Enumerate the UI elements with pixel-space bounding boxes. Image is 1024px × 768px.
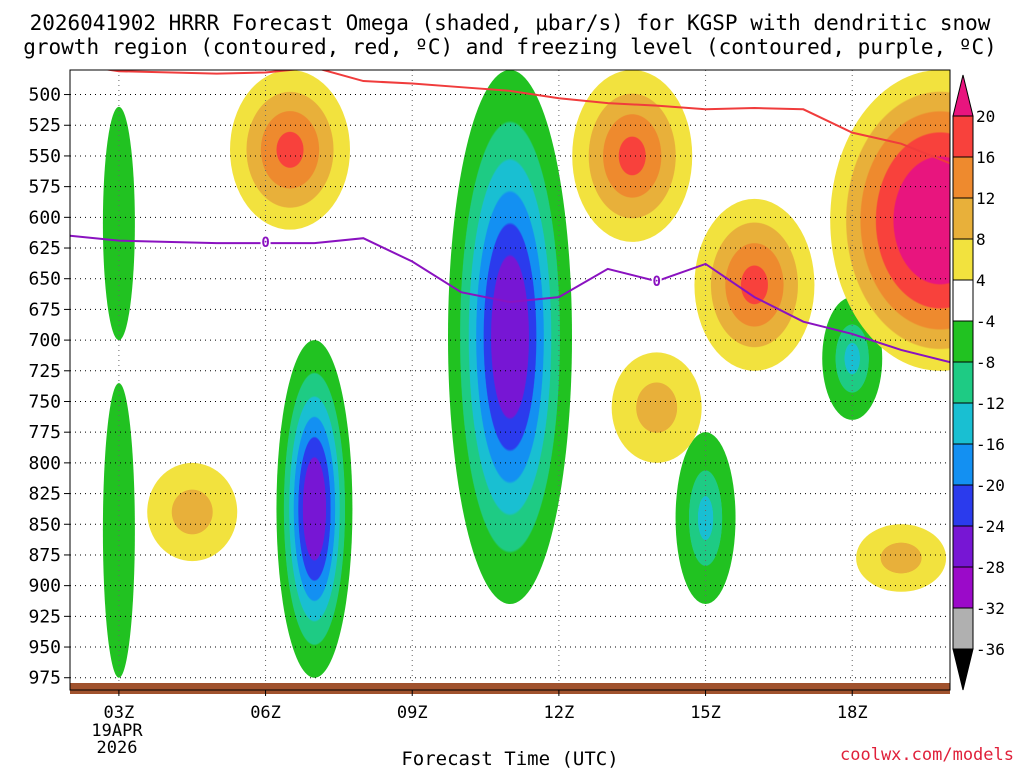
y-tick-label-525: 525 [28,115,61,136]
colorbar-segment-6 [952,320,974,363]
x-tick-label-03Z: 03Z [104,703,135,723]
y-tick-label-750: 750 [28,391,61,412]
y-tick-label-825: 825 [28,484,61,505]
y-tick-label-575: 575 [28,177,61,198]
x-tick-label-12Z: 12Z [544,703,575,723]
temperature-contours: 00 [70,70,950,364]
omega-sinking-core-20z [830,70,950,371]
colorbar-label-3: 8 [976,230,986,249]
chart-title-line-2: growth region (contoured, red, ºC) and f… [23,35,997,59]
x-tick-label-06Z: 06Z [250,703,281,723]
y-tick-label-975: 975 [28,668,61,689]
omega-upward-core-11z [448,70,572,605]
omega-upward-cell-15z [675,432,736,605]
colorbar-label-8: -16 [976,435,1005,454]
x-axis: 03Z 06Z 09Z 12Z 15Z 18Z [104,690,868,723]
y-tick-label-850: 850 [28,514,61,535]
colorbar-top-triangle [952,74,974,117]
colorbar-segment-11 [952,525,974,568]
y-tick-label-800: 800 [28,453,61,474]
colorbar-segment-13 [952,607,974,650]
colorbar-segment-4 [952,238,974,281]
omega-sinking-core-1330z [572,70,693,242]
y-tick-label-925: 925 [28,606,61,627]
y-tick-label-900: 900 [28,576,61,597]
colorbar-label-10: -24 [976,517,1005,536]
x-axis-label: Forecast Time (UTC) [401,748,618,768]
y-tick-label-675: 675 [28,299,61,320]
freezing-label-bg-1 [651,272,662,289]
colorbar-label-0: 20 [976,107,995,126]
y-axis: 500 525 550 575 600 625 650 675 700 725 750 775 800 8… [28,85,70,689]
x-tick-label-15Z: 15Z [690,703,721,723]
omega-sinking-cell-14z [611,352,702,463]
y-tick-label-950: 950 [28,637,61,658]
y-tick-label-550: 550 [28,146,61,167]
freezing-level-line [70,234,950,364]
colorbar-label-12: -32 [976,599,1005,618]
plot-area: 00 [69,69,951,694]
gridlines [70,70,950,690]
y-tick-label-650: 650 [28,269,61,290]
omega-sinking-cell-0430z [147,462,238,562]
omega-sinking-cell-19z [856,524,947,592]
chart-title-line-1: 2026041902 HRRR Forecast Omega (shaded, … [30,11,991,35]
colorbar-label-5: -4 [976,312,995,331]
terrain-bar [70,683,950,694]
y-tick-label-875: 875 [28,545,61,566]
freezing-label-1: 0 [652,274,660,290]
colorbar-label-1: 16 [976,148,995,167]
colorbar-segment-7 [952,361,974,404]
colorbar-label-2: 12 [976,189,995,208]
colorbar-label-4: 4 [976,271,986,290]
colorbar-label-11: -28 [976,558,1005,577]
colorbar-label-13: -36 [976,640,1005,659]
colorbar-segment-3 [952,197,974,240]
omega-shading [102,70,950,678]
colorbar-segment-2 [952,156,974,199]
colorbar-segment-10 [952,484,974,527]
freezing-label-0: 0 [261,235,269,251]
colorbar-label-7: -12 [976,394,1005,413]
colorbar-bottom-triangle [952,648,974,691]
y-tick-label-700: 700 [28,330,61,351]
colorbar-segment-5 [952,279,974,322]
omega-sinking-core-0630z [230,70,350,230]
colorbar-label-6: -8 [976,353,995,372]
colorbar-segment-8 [952,402,974,445]
y-tick-label-600: 600 [28,207,61,228]
date-label-2: 2026 [97,738,138,758]
date-label-1: 19APR [91,721,143,741]
y-tick-label-775: 775 [28,422,61,443]
y-tick-label-625: 625 [28,238,61,259]
omega-upward-core-07z [276,340,353,678]
credit-text: coolwx.com/models [840,745,1014,765]
freezing-label-bg-0 [260,232,271,249]
colorbar-segment-12 [952,566,974,609]
colorbar: 20 16 12 8 4 -4 -8 -12 -16 -20 -24 -28 -32 -36 [952,74,1005,691]
x-tick-label-09Z: 09Z [397,703,428,723]
colorbar-segment-1 [952,115,974,158]
omega-upward-band-03z [102,106,135,341]
omega-sinking-core-16z [694,198,815,371]
y-tick-label-500: 500 [28,85,61,106]
colorbar-segment-9 [952,443,974,486]
y-tick-label-725: 725 [28,361,61,382]
colorbar-label-9: -20 [976,476,1005,495]
plot-frame [69,69,951,691]
x-tick-label-18Z: 18Z [837,703,868,723]
dgz-top-line [104,70,950,165]
